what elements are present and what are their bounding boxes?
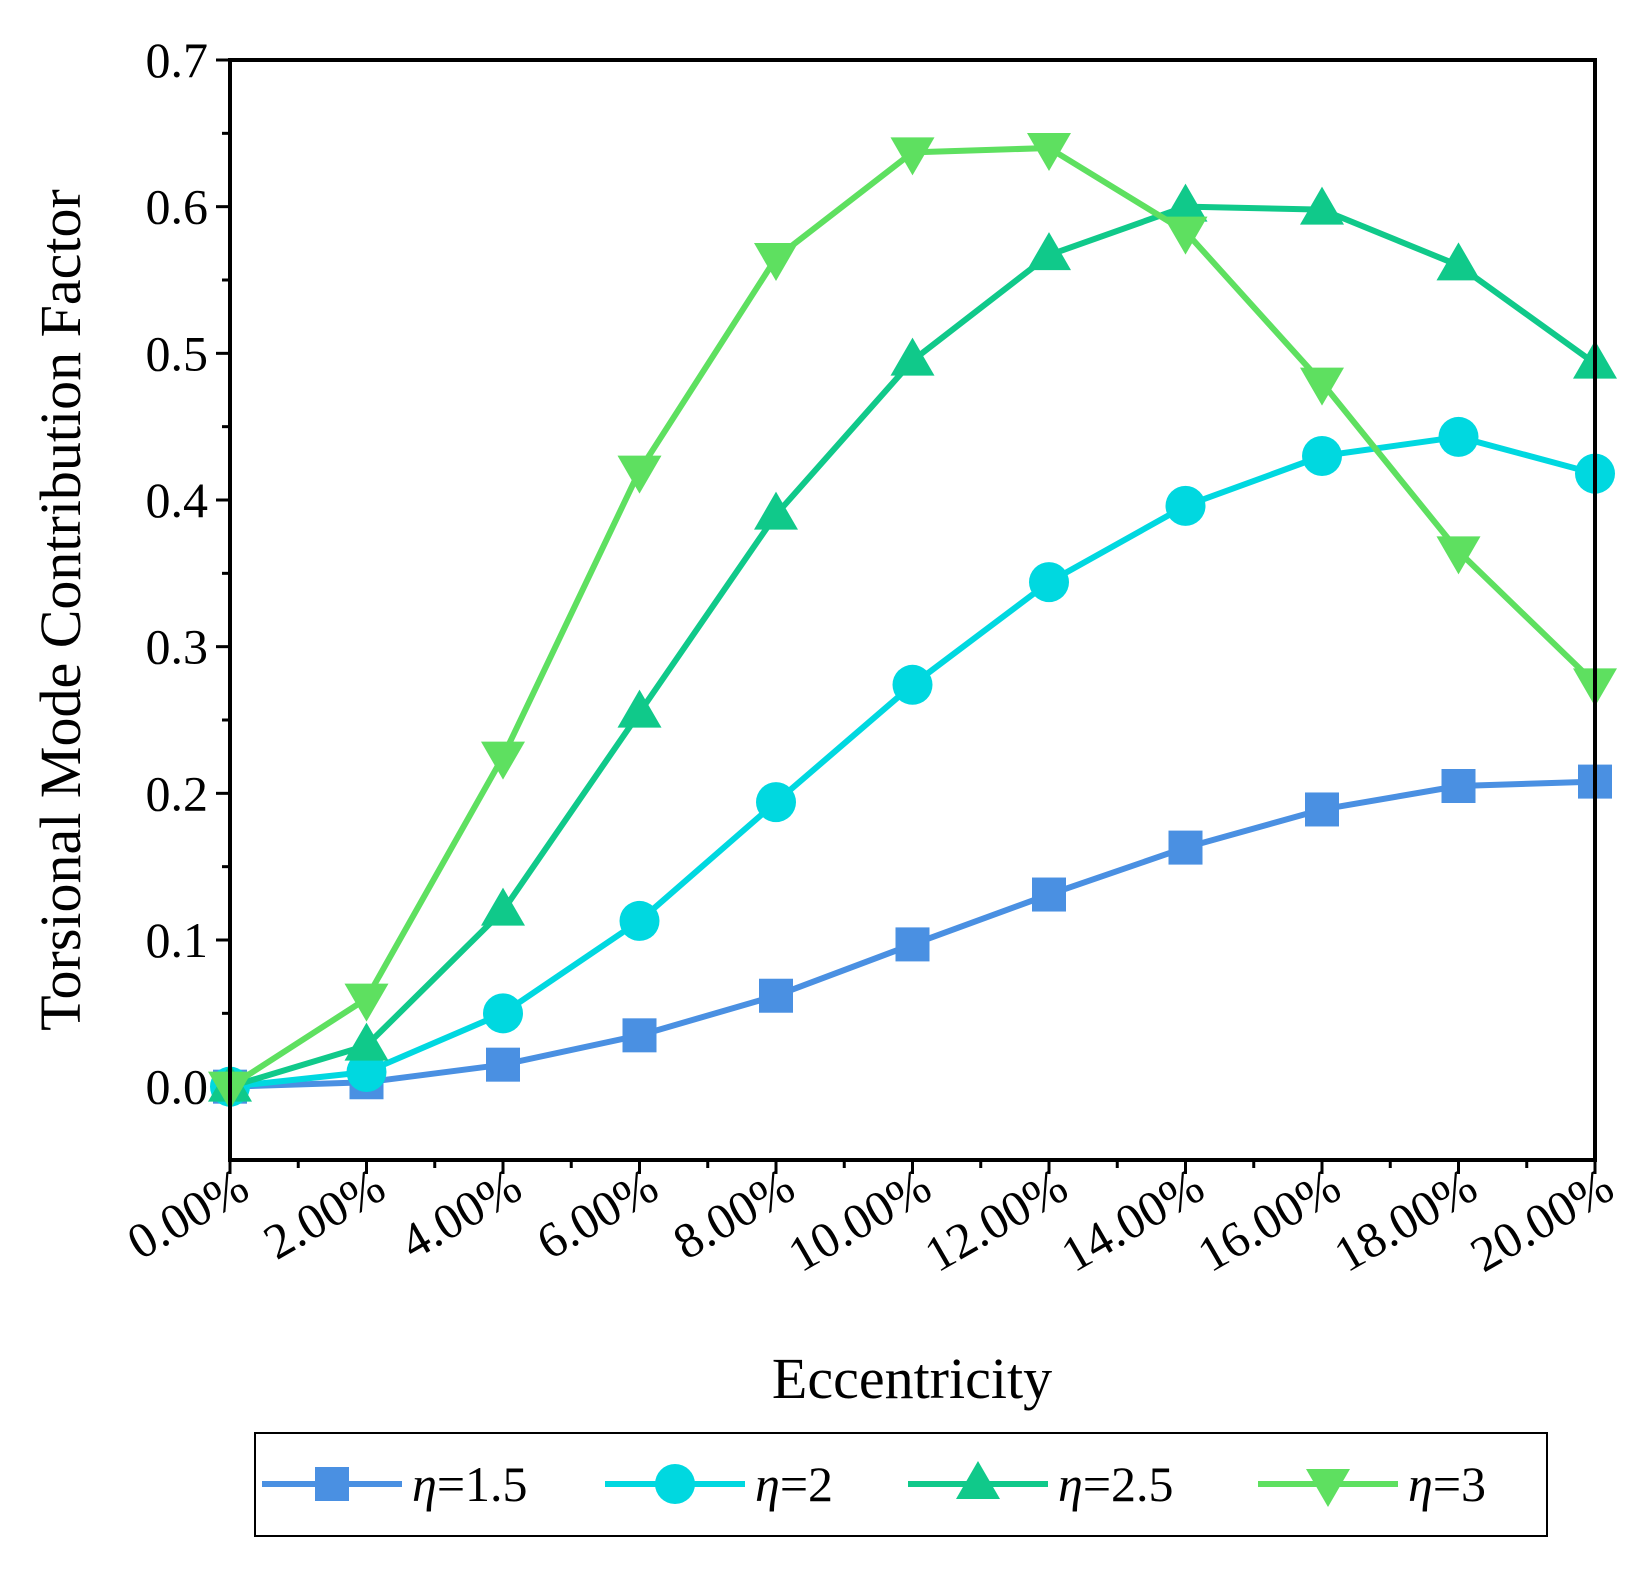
data-point (754, 243, 798, 281)
legend-entry: η=3 (1258, 1456, 1486, 1512)
x-tick-label: 20.00% (1461, 1157, 1623, 1283)
legend-eta-symbol: η (412, 1456, 437, 1512)
data-point (1300, 367, 1344, 406)
y-tick-label: 0.5 (146, 325, 209, 381)
data-point (481, 741, 525, 780)
series-layer (208, 133, 1617, 1110)
x-tick-label: 4.00% (391, 1157, 531, 1270)
y-tick-label: 0.4 (146, 472, 209, 528)
x-axis-title: Eccentricity (772, 1346, 1052, 1411)
y-tick-label: 0.0 (146, 1059, 209, 1115)
data-point (617, 455, 662, 494)
data-point (617, 689, 662, 728)
data-point (1032, 877, 1066, 912)
x-axis-ticks: 0.00%2.00%4.00%6.00%8.00%10.00%12.00%14.… (118, 1157, 1623, 1283)
x-tick-label: 2.00% (254, 1157, 394, 1270)
series-line (229, 433, 1596, 1090)
data-point (1163, 216, 1208, 255)
legend-eta-symbol: η (1058, 1456, 1083, 1512)
data-point (486, 1047, 520, 1082)
legend-label: η=1.5 (412, 1456, 528, 1512)
data-point (1027, 133, 1071, 171)
legend-label: η=3 (1408, 1456, 1486, 1512)
data-point (756, 782, 796, 823)
legend-entry: η=2 (605, 1456, 833, 1512)
data-point (481, 887, 525, 926)
legend: η=1.5 η=2 η=2.5 η=3 (254, 1432, 1548, 1537)
legend-marker (956, 1461, 1000, 1499)
legend-eta-symbol: η (755, 1456, 780, 1512)
legend-label: η=2.5 (1058, 1456, 1174, 1512)
x-tick-label: 0.00% (118, 1157, 258, 1270)
data-point (344, 983, 389, 1022)
data-point (892, 664, 933, 705)
legend-eta-value: =2.5 (1083, 1456, 1174, 1512)
legend-label: η=2 (755, 1456, 833, 1512)
y-tick-label: 0.7 (146, 32, 209, 88)
data-point (344, 1022, 389, 1061)
data-point (1441, 769, 1476, 803)
legend-marker (1306, 1469, 1350, 1507)
data-point (754, 491, 798, 530)
y-axis-ticks: 0.0 0.1 0.2 0.3 0.4 0.5 0.6 0.7 (146, 32, 230, 1115)
legend-eta-value: =3 (1433, 1456, 1486, 1512)
legend-entry: η=1.5 (262, 1456, 528, 1512)
y-tick-label: 0.6 (146, 179, 209, 235)
data-point (1302, 436, 1342, 476)
y-tick-label: 0.3 (146, 619, 209, 675)
y-tick-label: 0.2 (146, 765, 209, 821)
data-point (890, 337, 935, 376)
legend-marker (655, 1464, 695, 1504)
series-2 (210, 416, 1615, 1107)
x-tick-label: 18.00% (1324, 1157, 1486, 1283)
series-4 (208, 133, 1617, 1110)
legend-entry: η=2.5 (908, 1456, 1174, 1512)
data-point (1029, 562, 1069, 603)
x-tick-label: 16.00% (1188, 1157, 1350, 1283)
data-point (759, 978, 793, 1013)
data-point (890, 137, 935, 176)
legend-eta-symbol: η (1408, 1456, 1433, 1512)
data-point (1436, 536, 1481, 575)
series-1 (213, 764, 1612, 1104)
x-tick-label: 12.00% (915, 1157, 1077, 1283)
data-point (1163, 183, 1208, 222)
x-tick-label: 6.00% (527, 1157, 667, 1270)
data-point (1438, 416, 1479, 457)
plot-frame (228, 58, 1597, 1162)
data-point (483, 993, 523, 1034)
data-point (1165, 485, 1206, 526)
data-point (895, 927, 930, 962)
series-3 (208, 183, 1617, 1102)
data-point (346, 1052, 387, 1092)
legend-eta-value: =1.5 (437, 1456, 528, 1512)
x-tick-label: 8.00% (664, 1157, 804, 1270)
legend-eta-value: =2 (780, 1456, 833, 1512)
data-point (619, 900, 660, 941)
y-axis-title: Torsional Mode Contribution Factor (28, 189, 93, 1031)
y-tick-label: 0.1 (146, 912, 209, 968)
data-point (1027, 232, 1071, 271)
data-point (1305, 792, 1339, 827)
legend-marker (315, 1467, 349, 1501)
data-point (622, 1018, 657, 1053)
data-point (1436, 242, 1481, 281)
data-point (1300, 186, 1344, 225)
x-tick-label: 10.00% (778, 1157, 940, 1283)
x-tick-label: 14.00% (1051, 1157, 1213, 1283)
data-point (1168, 830, 1203, 865)
